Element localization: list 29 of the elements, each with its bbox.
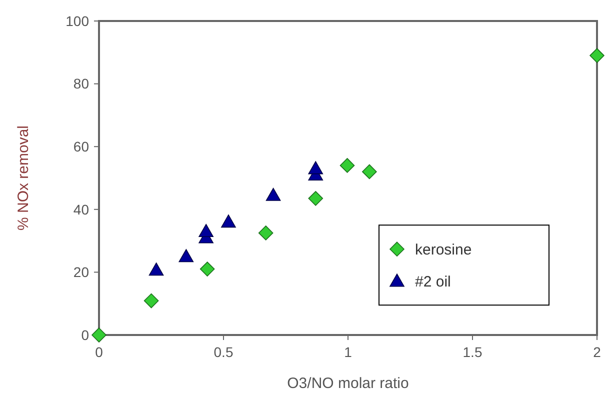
point <box>144 293 159 308</box>
point <box>92 328 106 342</box>
x-tick-label: 2 <box>593 344 602 360</box>
x-tick-label: 0.5 <box>214 344 234 360</box>
x-tick-label: 1.5 <box>462 344 482 360</box>
point <box>258 226 274 240</box>
point <box>308 191 324 206</box>
y-tick-label: 100 <box>66 12 90 29</box>
y-axis-title: % NOx removal <box>15 125 32 231</box>
y-tick-label: 20 <box>73 264 90 280</box>
point <box>362 164 377 180</box>
x-axis-title: O3/NO molar ratio <box>287 375 409 392</box>
x-tick-label: 1 <box>344 344 352 360</box>
point <box>308 161 324 174</box>
legend-label: #2 oil <box>415 273 451 290</box>
y-tick-label: 0 <box>81 326 90 343</box>
point <box>590 48 604 63</box>
point <box>200 262 215 276</box>
legend-label: kerosine <box>415 241 472 258</box>
y-tick-label: 40 <box>73 201 90 218</box>
point <box>221 214 236 228</box>
point <box>198 224 214 238</box>
y-tick-label: 60 <box>73 138 90 154</box>
x-tick-label: 0 <box>95 344 104 360</box>
point <box>266 188 281 201</box>
point <box>178 249 194 262</box>
point <box>148 262 164 276</box>
point <box>340 158 355 173</box>
y-tick-label: 80 <box>73 76 90 92</box>
